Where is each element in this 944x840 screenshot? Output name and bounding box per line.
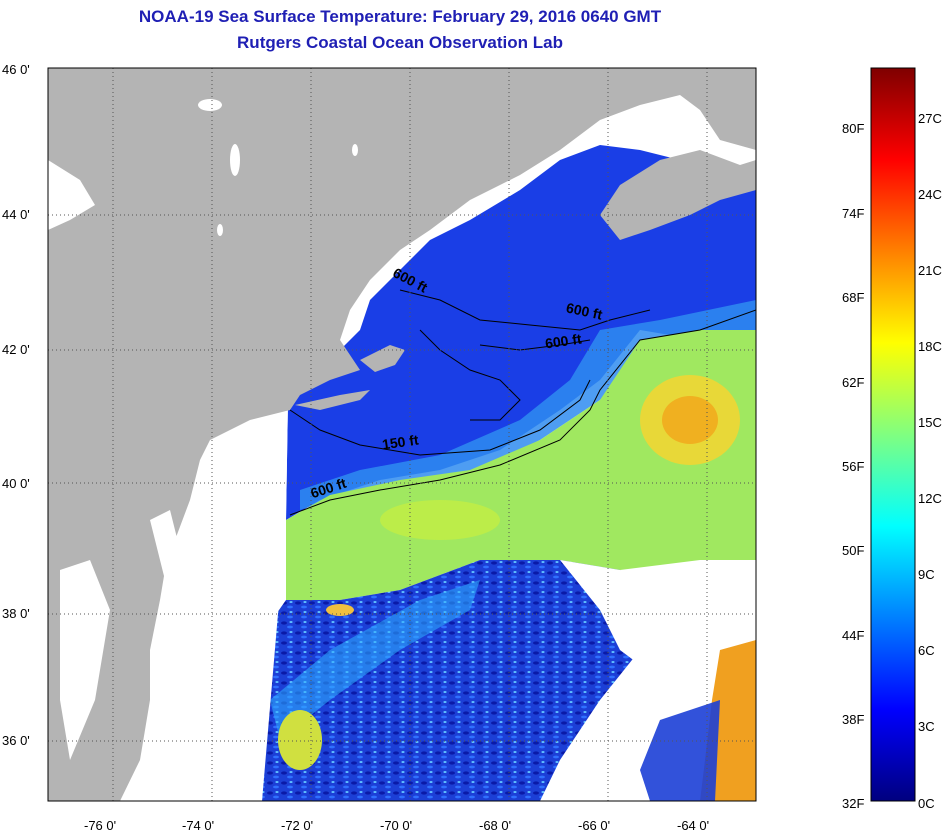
colorbar-c-label: 15C xyxy=(918,415,942,430)
lon-label: -64 0' xyxy=(677,818,710,833)
lat-label: 42 0' xyxy=(2,342,30,357)
map-title: NOAA-19 Sea Surface Temperature: Februar… xyxy=(138,7,662,26)
lon-label: -68 0' xyxy=(479,818,512,833)
isobath-lines xyxy=(289,289,756,516)
temperature-colorbar xyxy=(870,67,916,802)
lat-label: 38 0' xyxy=(2,606,30,621)
land-nova-scotia xyxy=(600,150,756,240)
land-long-island xyxy=(295,390,370,410)
colorbar-c-label: 12C xyxy=(918,491,942,506)
lon-label: -74 0' xyxy=(182,818,215,833)
colorbar-c-label: 24C xyxy=(918,187,942,202)
land-cape-cod xyxy=(360,345,405,372)
colorbar-c-label: 6C xyxy=(918,643,935,658)
lat-label: 36 0' xyxy=(2,733,30,748)
lon-label: -70 0' xyxy=(380,818,413,833)
colorbar-f-label: 62F xyxy=(842,375,865,390)
colorbar-f-label: 38F xyxy=(842,712,865,727)
colorbar-f-label: 68F xyxy=(842,290,865,305)
lon-label: -66 0' xyxy=(578,818,611,833)
lat-label: 44 0' xyxy=(2,207,30,222)
colorbar-f-label: 56F xyxy=(842,459,865,474)
colorbar-c-label: 27C xyxy=(918,111,942,126)
land-mainland xyxy=(48,68,756,801)
cold-water-region xyxy=(286,145,756,520)
colorbar-c-label: 21C xyxy=(918,263,942,278)
colorbar-f-label: 74F xyxy=(842,206,865,221)
lon-label: -72 0' xyxy=(281,818,314,833)
lon-label: -76 0' xyxy=(84,818,117,833)
map-frame xyxy=(47,67,757,802)
colorbar-f-label: 44F xyxy=(842,628,865,643)
map-subtitle: Rutgers Coastal Ocean Observation Lab xyxy=(237,33,563,52)
lat-label: 46 0' xyxy=(2,62,30,77)
colorbar-f-label: 80F xyxy=(842,121,865,136)
lat-label: 40 0' xyxy=(2,476,30,491)
colorbar-f-label: 50F xyxy=(842,543,865,558)
colorbar-c-label: 9C xyxy=(918,567,935,582)
colorbar-c-label: 3C xyxy=(918,719,935,734)
colorbar-c-label: 18C xyxy=(918,339,942,354)
colorbar-f-label: 32F xyxy=(842,796,865,811)
colorbar-c-label: 0C xyxy=(918,796,935,811)
